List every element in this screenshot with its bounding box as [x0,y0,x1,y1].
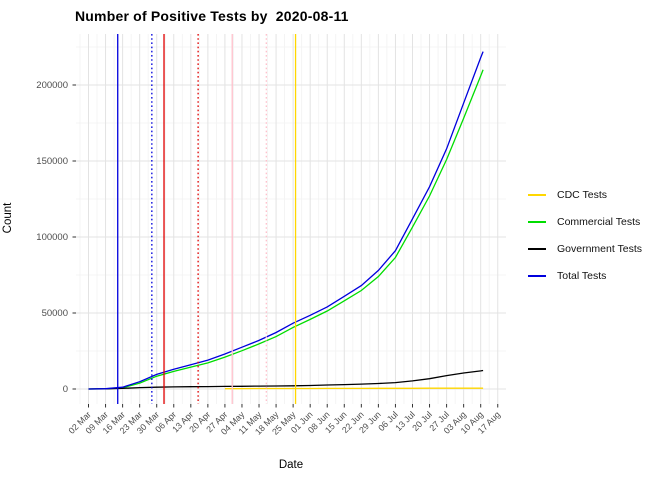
legend-item: Government Tests [528,240,642,258]
x-axis-title: Date [278,459,304,471]
legend: CDC Tests Commercial Tests Government Test… [528,186,642,285]
legend-label: Total Tests [557,270,607,282]
y-tick-label: 200000 [36,80,68,91]
series-line-commercial-tests [88,69,484,390]
chart-title: Number of Positive Tests by 2020-08-11 [75,8,349,24]
legend-label: Commercial Tests [557,216,641,228]
series-line-cdc-tests [224,387,484,390]
y-tick-label: 50000 [42,308,68,319]
legend-key-line [528,221,546,223]
legend-item: Commercial Tests [528,213,642,231]
legend-item: Total Tests [528,267,642,285]
y-tick-label: 150000 [36,156,68,167]
legend-label: CDC Tests [557,189,607,201]
y-tick-label: 0 [63,384,68,395]
legend-key-line [528,248,546,250]
legend-label: Government Tests [557,243,643,255]
legend-key-line [528,275,546,277]
legend-key-line [528,194,546,196]
y-tick-label: 100000 [36,232,68,243]
series-line-total-tests [88,51,484,390]
series-line-government-tests [88,369,484,390]
legend-item: CDC Tests [528,186,642,204]
